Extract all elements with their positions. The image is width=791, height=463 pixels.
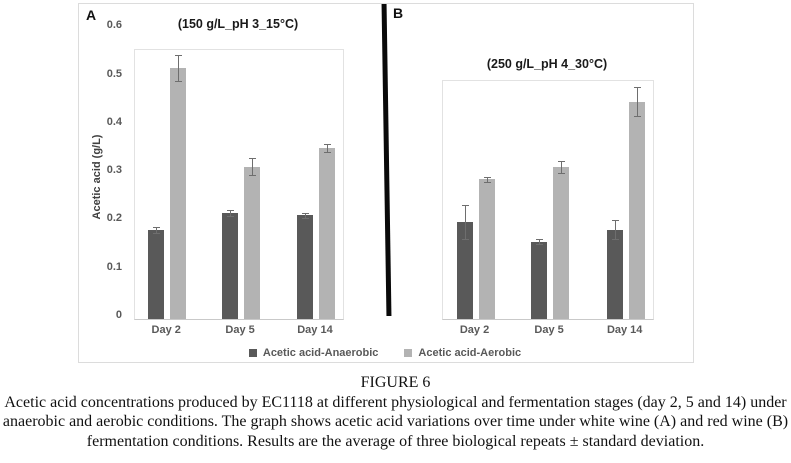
error-bar-cap [634, 116, 641, 117]
bar-aerobic [479, 179, 495, 319]
aerobic-swatch-icon [404, 349, 413, 357]
legend-item-aerobic: Acetic acid-Aerobic [404, 347, 521, 359]
panel-b-letter: B [393, 5, 404, 21]
error-bar-cap [153, 227, 160, 228]
legend-label-aerobic: Acetic acid-Aerobic [418, 347, 522, 359]
bar-anaerobic [457, 222, 473, 319]
error-bar-cap [227, 216, 234, 217]
error-bar [615, 220, 616, 239]
error-bar [327, 144, 328, 152]
figure-caption-label: FIGURE 6 [360, 374, 431, 391]
error-bar-cap [249, 175, 256, 176]
y-tick-label: 0.6 [106, 19, 122, 32]
x-tick-label: Day 14 [606, 324, 643, 336]
bar-aerobic [629, 102, 645, 319]
error-bar-cap [324, 144, 331, 145]
error-bar-cap [462, 239, 469, 240]
error-bar-cap [175, 81, 182, 82]
error-bar-cap [484, 182, 491, 183]
bar-anaerobic [607, 230, 623, 319]
bar-anaerobic [222, 213, 238, 319]
x-tick-label: Day 5 [225, 324, 255, 336]
y-tick-label: 0 [115, 309, 122, 321]
error-bar-cap [227, 210, 234, 211]
error-bar [156, 227, 157, 233]
caption-line-3: fermentation conditions. Results are the… [86, 432, 705, 450]
panel-b-plot-area [442, 80, 654, 320]
error-bar-cap [612, 220, 619, 221]
x-tick-label: Day 2 [459, 324, 490, 336]
bar-aerobic [319, 148, 335, 319]
legend-item-anaerobic: Acetic acid-Anaerobic [248, 347, 379, 359]
error-bar-cap [324, 152, 331, 153]
error-bar-cap [484, 177, 491, 178]
bar-anaerobic [148, 230, 164, 319]
y-tick-label: 0.2 [106, 212, 122, 225]
figure-caption: FIGURE 6 Acetic acid concentrations prod… [0, 373, 791, 451]
x-tick-label: Day 5 [534, 324, 564, 336]
y-axis-title: Acetic acid (g/L) [91, 134, 103, 220]
error-bar-cap [175, 55, 182, 56]
error-bar [539, 239, 540, 244]
error-bar-cap [249, 158, 256, 159]
panel-a-plot-area [134, 49, 344, 320]
bar-aerobic [170, 68, 186, 319]
error-bar [305, 213, 306, 218]
error-bar-cap [558, 161, 565, 162]
bar-anaerobic [531, 242, 547, 319]
x-tick-label: Day 2 [151, 324, 181, 336]
panel-a-title: (150 g/L_pH 3_15°C) [177, 17, 299, 31]
caption-line-1: Acetic acid concentrations produced by E… [4, 393, 787, 411]
error-bar [178, 55, 179, 81]
bar-anaerobic [297, 215, 313, 319]
error-bar [230, 210, 231, 216]
error-bar [637, 87, 638, 116]
error-bar-cap [612, 239, 619, 240]
error-bar-cap [153, 233, 160, 234]
chart-legend: Acetic acid-Anaerobic Acetic acid-Aerobi… [78, 347, 692, 359]
bar-aerobic [553, 167, 569, 319]
error-bar-cap [536, 239, 543, 240]
error-bar-cap [634, 87, 641, 88]
error-bar [465, 205, 466, 239]
error-bar [487, 177, 488, 182]
panel-a-letter: A [86, 7, 97, 23]
error-bar-cap [302, 218, 309, 219]
panel-b-title: (250 g/L_pH 4_30°C) [486, 57, 608, 71]
y-tick-label: 0.3 [106, 164, 122, 177]
error-bar-cap [302, 213, 309, 214]
caption-line-2: anaerobic and aerobic conditions. The gr… [2, 413, 789, 430]
y-tick-label: 0.5 [106, 67, 122, 80]
error-bar-cap [558, 173, 565, 174]
legend-label-anaerobic: Acetic acid-Anaerobic [262, 347, 379, 359]
error-bar-cap [462, 205, 469, 206]
anaerobic-swatch-icon [248, 349, 257, 357]
error-bar-cap [536, 244, 543, 245]
x-tick-label: Day 14 [297, 324, 333, 336]
y-tick-label: 0.4 [106, 115, 122, 128]
error-bar [252, 158, 253, 175]
y-tick-label: 0.1 [106, 260, 122, 273]
bar-aerobic [244, 167, 260, 319]
error-bar [561, 161, 562, 173]
